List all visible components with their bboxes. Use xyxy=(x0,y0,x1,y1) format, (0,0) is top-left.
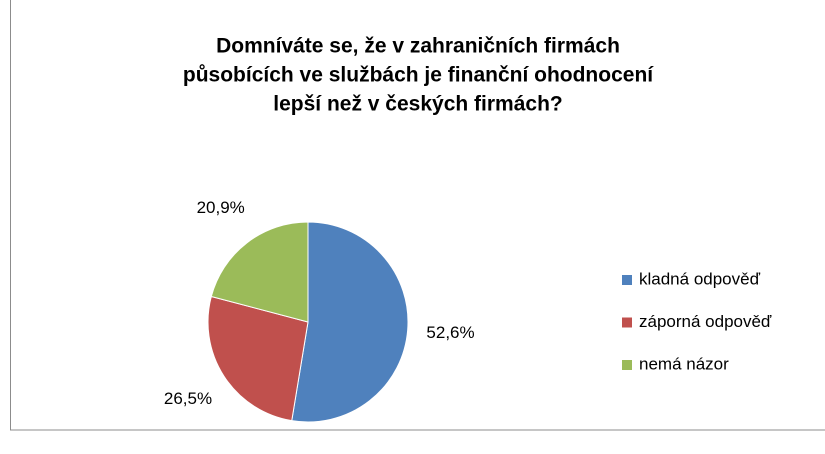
legend-label: záporná odpověď xyxy=(639,312,772,331)
chart-title: působících ve službách je finanční ohodn… xyxy=(183,64,654,87)
legend-swatch xyxy=(622,275,632,285)
pie-slice xyxy=(207,295,309,422)
chart-frame xyxy=(10,0,825,431)
data-label: 20,9% xyxy=(197,198,245,217)
legend-label: nemá názor xyxy=(639,354,729,373)
legend-swatch xyxy=(622,360,632,370)
legend-swatch xyxy=(622,317,632,328)
data-label: 52,6% xyxy=(426,323,474,342)
chart-title: Domníváte se, že v zahraničních firmách xyxy=(216,35,620,58)
legend-label: kladná odpověď xyxy=(639,269,761,288)
pie-slice xyxy=(210,221,309,323)
chart-title: lepší než v českých firmách? xyxy=(273,93,562,116)
pie-slice xyxy=(291,221,409,423)
data-label: 26,5% xyxy=(164,389,212,408)
